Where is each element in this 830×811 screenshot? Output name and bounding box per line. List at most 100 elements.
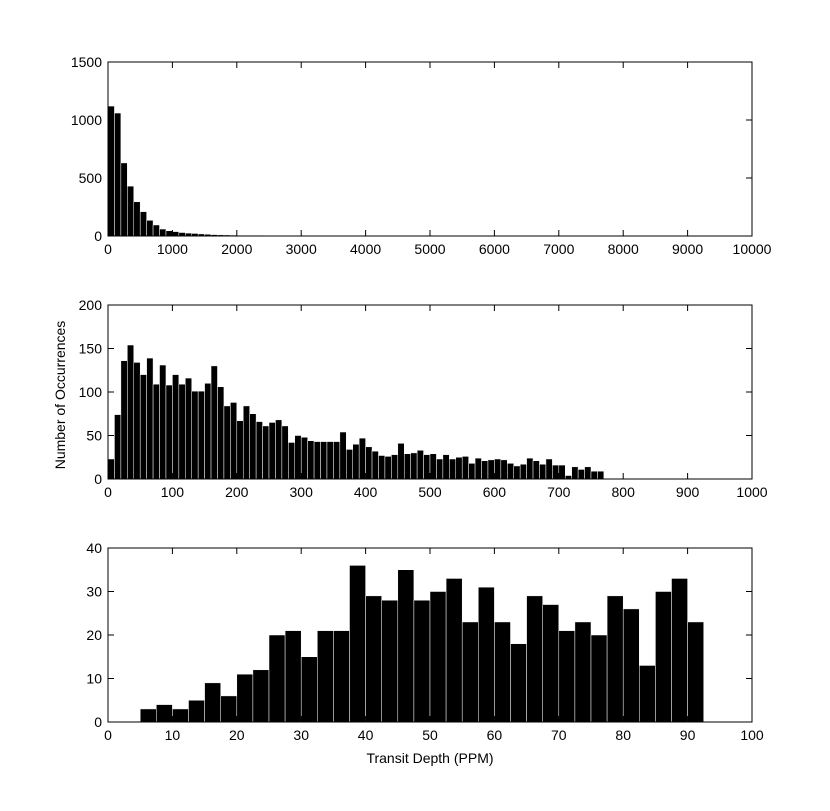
histogram-bar — [255, 421, 263, 480]
histogram-bar — [204, 682, 221, 723]
x-tick-label: 700 — [547, 484, 571, 500]
histogram-bar — [223, 405, 231, 480]
x-tick-label: 100 — [740, 727, 764, 743]
x-tick-label: 1000 — [736, 484, 767, 500]
histogram-bar — [107, 105, 115, 237]
histogram-panel-top: 0 1000 2000 3000 4000 5000 6000 7000 8000 9000 100… — [71, 54, 772, 257]
histogram-bar — [220, 695, 238, 723]
histogram-bar — [558, 630, 576, 723]
histogram-bar — [191, 390, 199, 480]
histogram-bar — [478, 586, 495, 723]
histogram-bar — [156, 704, 173, 723]
histogram-bar — [236, 673, 254, 723]
histogram-bar — [590, 634, 608, 723]
y-tick-label: 100 — [79, 384, 103, 400]
histogram-bar — [639, 665, 656, 723]
histogram-bar — [606, 595, 624, 723]
histogram-bar — [249, 413, 257, 480]
y-tick-label: 500 — [79, 170, 103, 186]
histogram-bar — [288, 442, 296, 480]
histogram-bar — [358, 437, 366, 480]
histogram-bar — [242, 405, 250, 480]
histogram-bar — [442, 454, 450, 480]
histogram-bar — [152, 383, 160, 480]
histogram-bar — [487, 459, 495, 480]
x-tick-label: 0 — [104, 241, 112, 257]
histogram-bar — [532, 460, 540, 480]
histogram-bar — [300, 656, 318, 723]
histogram-bar — [552, 464, 560, 480]
histogram-bar — [671, 578, 688, 723]
x-tick-label: 9000 — [672, 241, 703, 257]
histogram-bar — [172, 374, 180, 480]
y-tick-label: 30 — [86, 584, 102, 600]
histogram-bar — [397, 569, 415, 723]
histogram-bar — [564, 475, 572, 480]
histogram-bar — [339, 431, 347, 480]
x-tick-label: 30 — [293, 727, 309, 743]
histogram-bar — [558, 464, 566, 480]
histogram-bar — [133, 362, 141, 480]
x-tick-label: 0 — [104, 727, 112, 743]
x-tick-label: 50 — [422, 727, 438, 743]
histogram-bar — [146, 357, 154, 480]
histogram-bar — [384, 456, 392, 480]
histogram-bar — [127, 185, 135, 237]
histogram-bar — [416, 450, 424, 480]
histogram-bar — [139, 708, 157, 723]
x-tick-label: 0 — [104, 484, 112, 500]
histogram-bar — [127, 344, 135, 480]
histogram-bar — [217, 386, 225, 480]
x-tick-label: 500 — [418, 484, 442, 500]
x-tick-label: 900 — [676, 484, 700, 500]
histogram-bar — [172, 708, 189, 723]
x-axis-label: Transit Depth (PPM) — [366, 750, 493, 766]
histogram-bar — [436, 458, 444, 480]
histogram-bar — [577, 469, 585, 480]
histogram-bar — [333, 441, 341, 480]
histogram-bar — [178, 383, 186, 480]
x-tick-label: 300 — [290, 484, 314, 500]
histogram-bar — [120, 162, 128, 237]
histogram-bar — [494, 621, 511, 723]
histogram-bar — [397, 443, 405, 480]
histogram-bar — [378, 455, 386, 480]
histogram-bar — [403, 453, 411, 480]
histogram-bar — [481, 460, 489, 480]
y-tick-label: 0 — [94, 228, 102, 244]
histogram-bar — [307, 440, 315, 480]
x-tick-label: 200 — [225, 484, 249, 500]
histogram-bar — [165, 384, 173, 480]
x-tick-label: 40 — [358, 727, 374, 743]
y-tick-label: 20 — [86, 627, 102, 643]
histogram-bar — [281, 425, 289, 480]
x-tick-label: 90 — [680, 727, 696, 743]
x-tick-label: 7000 — [543, 241, 574, 257]
y-tick-label: 200 — [79, 297, 103, 313]
x-tick-label: 20 — [229, 727, 245, 743]
histogram-bar — [275, 419, 283, 480]
histogram-bar — [188, 700, 205, 723]
histogram-bar — [313, 441, 321, 480]
y-tick-label: 40 — [86, 540, 102, 556]
histogram-bar — [268, 634, 286, 723]
histogram-bar — [326, 441, 334, 480]
y-tick-label: 1500 — [71, 54, 102, 70]
histogram-bar — [236, 420, 244, 480]
x-tick-label: 5000 — [414, 241, 445, 257]
histogram-bar — [687, 621, 704, 723]
histogram-bar — [597, 470, 605, 480]
histogram-bar — [349, 565, 366, 723]
x-tick-label: 80 — [615, 727, 631, 743]
histogram-bar — [449, 458, 457, 480]
y-tick-label: 0 — [94, 471, 102, 487]
histogram-bar — [178, 232, 186, 237]
x-tick-label: 60 — [487, 727, 503, 743]
histogram-bar — [262, 425, 270, 480]
histogram-bar — [197, 390, 205, 480]
histogram-bar — [494, 458, 502, 480]
histogram-bar — [655, 591, 672, 723]
histogram-bar — [526, 457, 534, 480]
histogram-bar — [284, 630, 302, 723]
histogram-bar — [371, 450, 379, 480]
